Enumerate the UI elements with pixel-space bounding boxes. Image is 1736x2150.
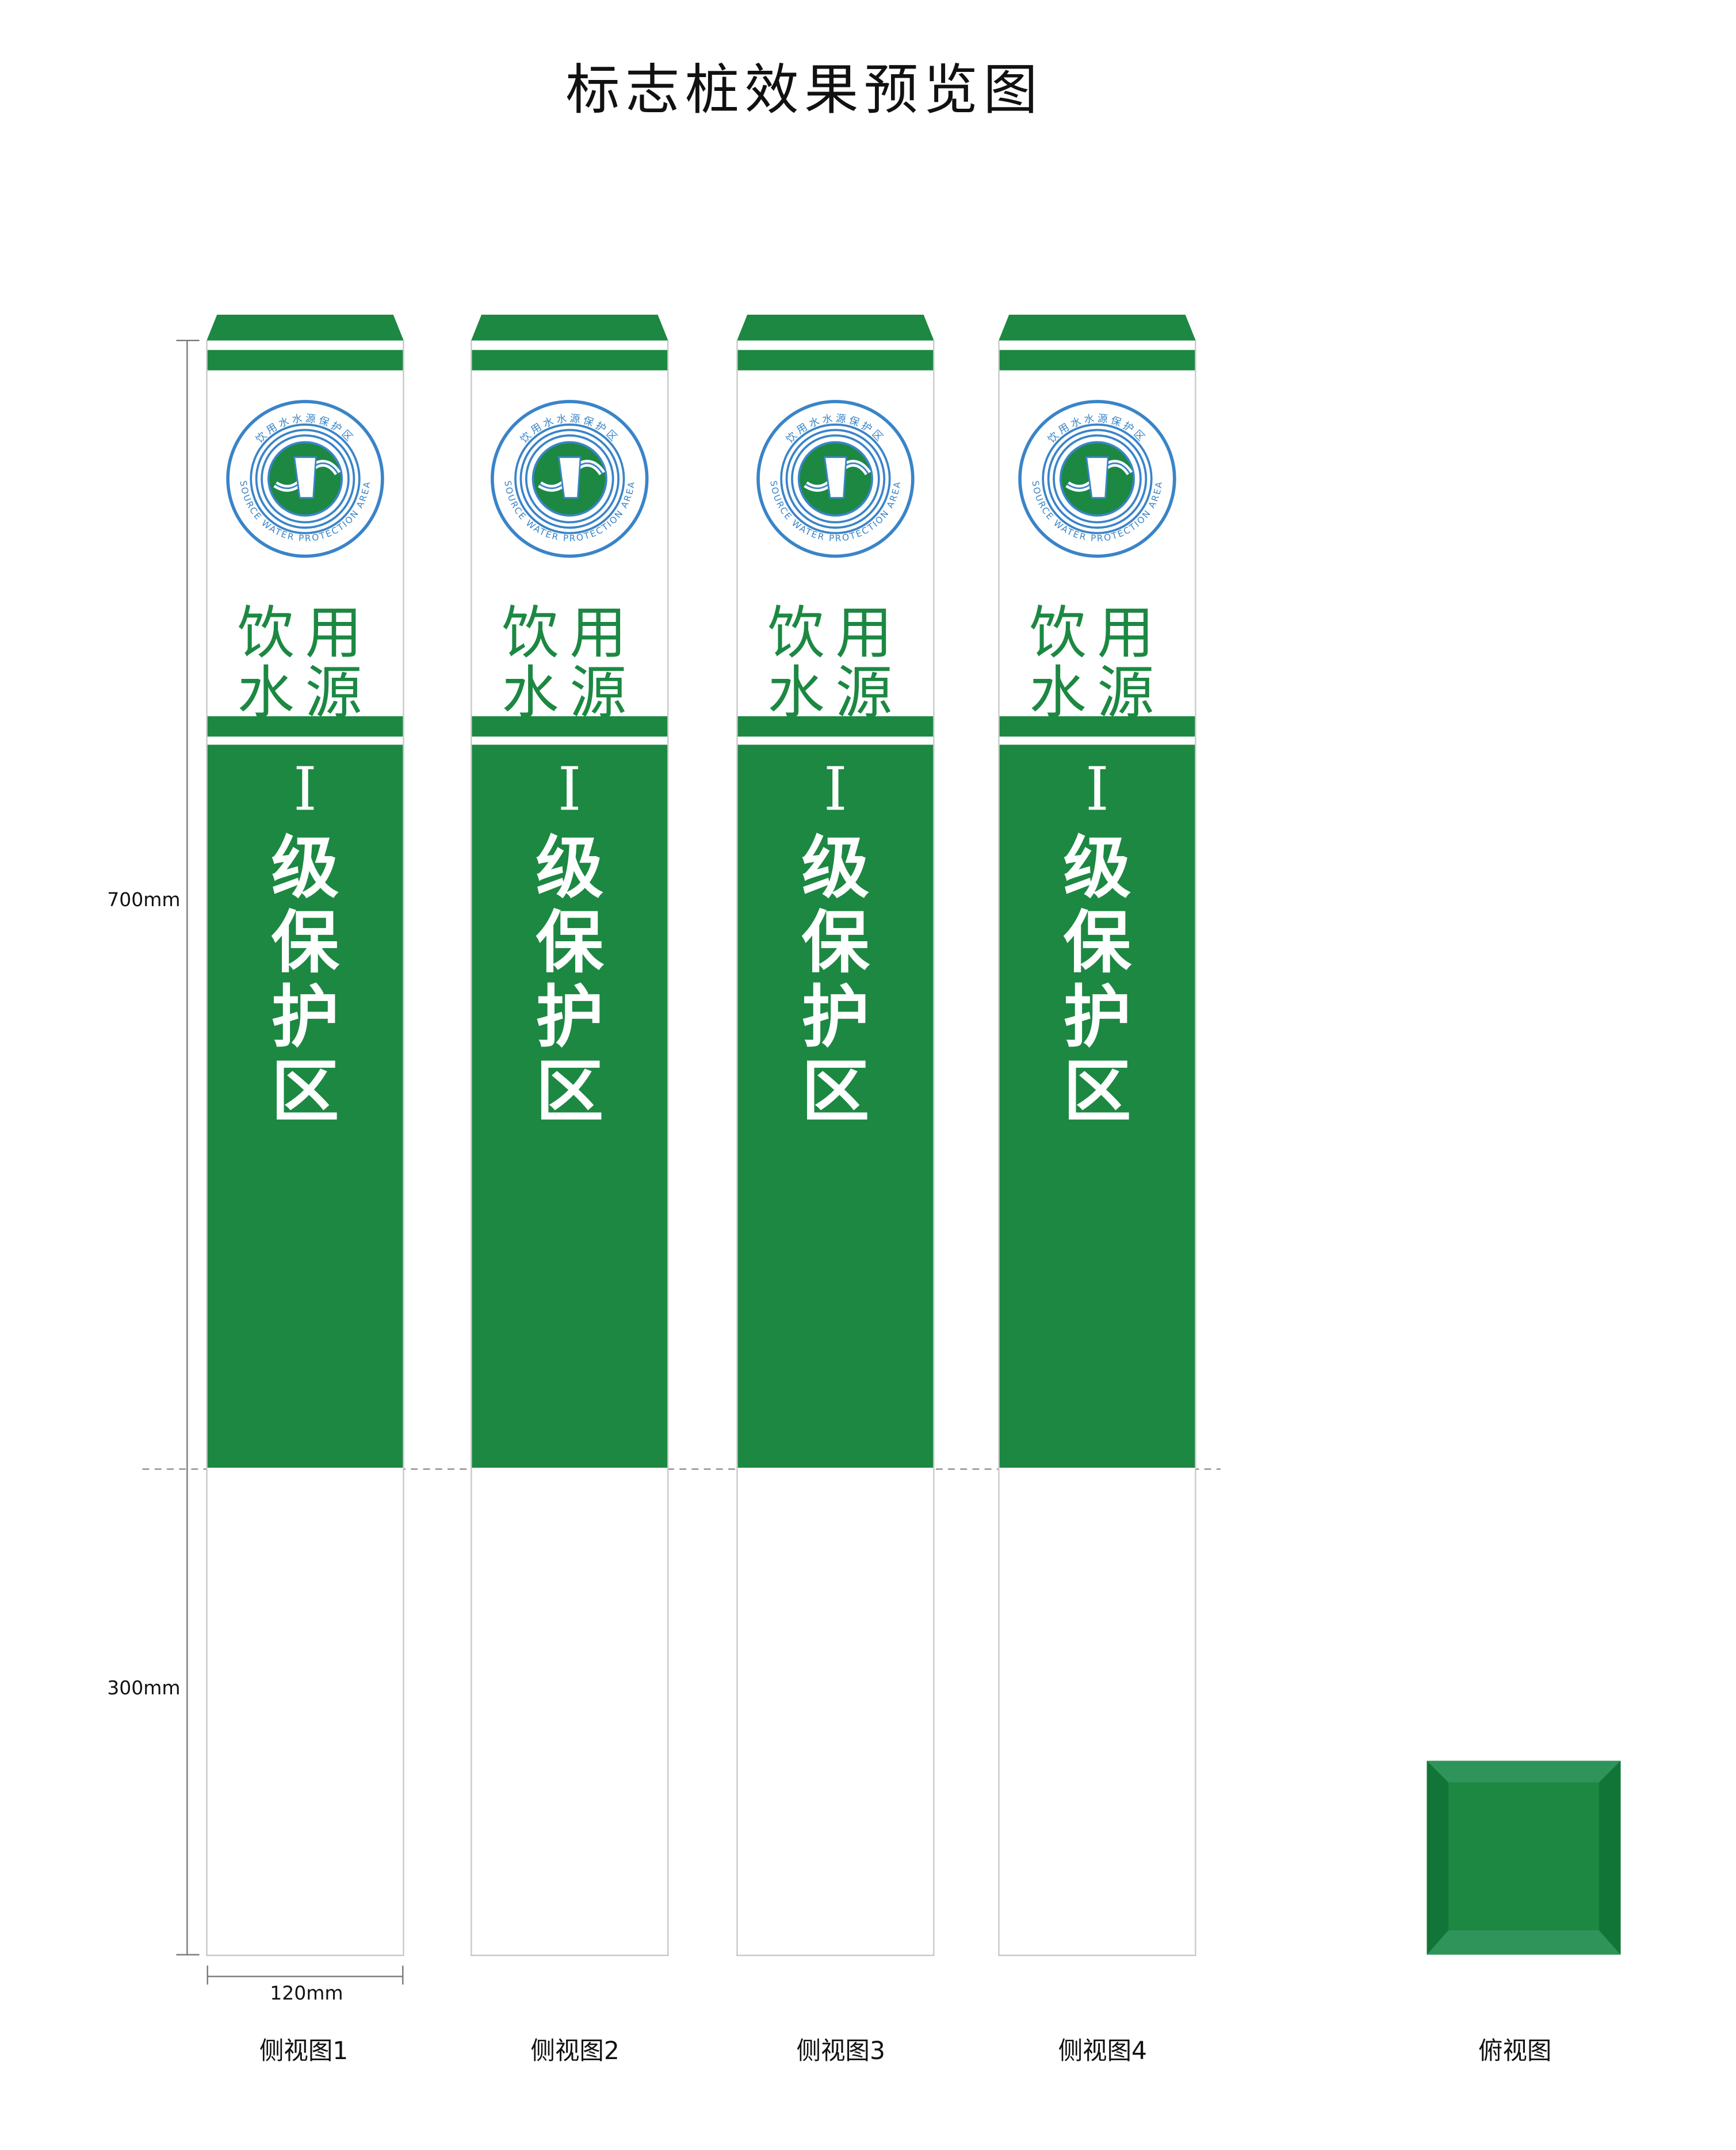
grade-numeral: I: [1085, 755, 1109, 825]
green-panel: I 级 保 护 区: [999, 744, 1195, 1468]
top-stripe: [472, 350, 668, 371]
grade-char: 区: [801, 1052, 870, 1132]
green-panel: I 级 保 护 区: [472, 744, 668, 1468]
page-title: 标志桩效果预览图: [565, 59, 1043, 123]
dimension-width: 120mm: [270, 1983, 343, 2005]
grade-char: 区: [536, 1052, 604, 1132]
sign-text-line1: 饮用: [767, 599, 904, 666]
green-panel: I 级 保 护 区: [737, 744, 934, 1468]
water-protection-logo-icon: 饮用水水源保护区 SOURCE WATER PROTECTION AREA: [1018, 400, 1176, 558]
post-cap: [471, 315, 669, 342]
grade-char: 保: [271, 903, 339, 983]
top-view-square: [1427, 1761, 1621, 1955]
post-body: 饮用水水源保护区 SOURCE WATER PROTECTION AREA 饮用…: [736, 340, 935, 1956]
post-body: 饮用水水源保护区 SOURCE WATER PROTECTION AREA 饮用…: [471, 340, 669, 1956]
grade-char: 级: [536, 828, 604, 908]
grade-text: 级 保 护 区: [208, 831, 403, 1130]
grade-char: 级: [271, 828, 339, 908]
sign-text-line1: 饮用: [237, 599, 373, 666]
grade-char: 区: [271, 1052, 339, 1132]
side-view-post: 饮用水水源保护区 SOURCE WATER PROTECTION AREA 饮用…: [736, 315, 935, 1956]
sign-text-line2: 水源: [237, 659, 373, 726]
grade-char: 护: [801, 977, 870, 1057]
grade-char: 护: [536, 977, 604, 1057]
grade-char: 区: [1063, 1052, 1131, 1132]
grade-numeral: I: [823, 755, 847, 825]
dimension-upper: 700mm: [107, 889, 181, 912]
sign-text-line2: 水源: [767, 659, 904, 726]
side-view-label: 侧视图4: [1058, 2037, 1148, 2066]
middle-stripe: [999, 716, 1195, 737]
top-stripe: [737, 350, 934, 371]
water-protection-logo-icon: 饮用水水源保护区 SOURCE WATER PROTECTION AREA: [226, 400, 384, 558]
grade-text: 级 保 护 区: [1000, 831, 1195, 1130]
green-panel: I 级 保 护 区: [207, 744, 403, 1468]
middle-stripe: [737, 716, 934, 737]
grade-numeral: I: [557, 755, 582, 825]
sign-text-line2: 水源: [1029, 659, 1165, 726]
side-view-label: 侧视图2: [530, 2037, 620, 2066]
post-body: 饮用水水源保护区 SOURCE WATER PROTECTION AREA 饮用…: [206, 340, 404, 1956]
post-cap: [998, 315, 1196, 342]
side-view-label: 侧视图3: [796, 2037, 885, 2066]
post-cap: [206, 315, 404, 342]
side-view-post: 饮用水水源保护区 SOURCE WATER PROTECTION AREA 饮用…: [206, 315, 404, 1956]
sign-text-line1: 饮用: [502, 599, 638, 666]
grade-numeral: I: [293, 755, 317, 825]
side-view-label: 侧视图1: [259, 2037, 349, 2066]
grade-text: 级 保 护 区: [472, 831, 668, 1130]
middle-stripe: [207, 716, 403, 737]
water-protection-logo-icon: 饮用水水源保护区 SOURCE WATER PROTECTION AREA: [756, 400, 915, 558]
grade-char: 护: [1063, 977, 1131, 1057]
grade-text: 级 保 护 区: [738, 831, 934, 1130]
top-view-label: 俯视图: [1478, 2037, 1552, 2066]
sign-text-line1: 饮用: [1029, 599, 1165, 666]
top-stripe: [207, 350, 403, 371]
grade-char: 保: [801, 903, 870, 983]
post-cap: [736, 315, 935, 342]
grade-char: 级: [801, 828, 870, 908]
grade-char: 保: [1063, 903, 1131, 983]
top-stripe: [999, 350, 1195, 371]
grade-char: 级: [1063, 828, 1131, 908]
sign-text-line2: 水源: [502, 659, 638, 726]
grade-char: 护: [271, 977, 339, 1057]
dimension-lower: 300mm: [107, 1678, 181, 1700]
post-body: 饮用水水源保护区 SOURCE WATER PROTECTION AREA 饮用…: [998, 340, 1196, 1956]
grade-char: 保: [536, 903, 604, 983]
water-protection-logo-icon: 饮用水水源保护区 SOURCE WATER PROTECTION AREA: [491, 400, 649, 558]
side-view-post: 饮用水水源保护区 SOURCE WATER PROTECTION AREA 饮用…: [998, 315, 1196, 1956]
middle-stripe: [472, 716, 668, 737]
side-view-post: 饮用水水源保护区 SOURCE WATER PROTECTION AREA 饮用…: [471, 315, 669, 1956]
